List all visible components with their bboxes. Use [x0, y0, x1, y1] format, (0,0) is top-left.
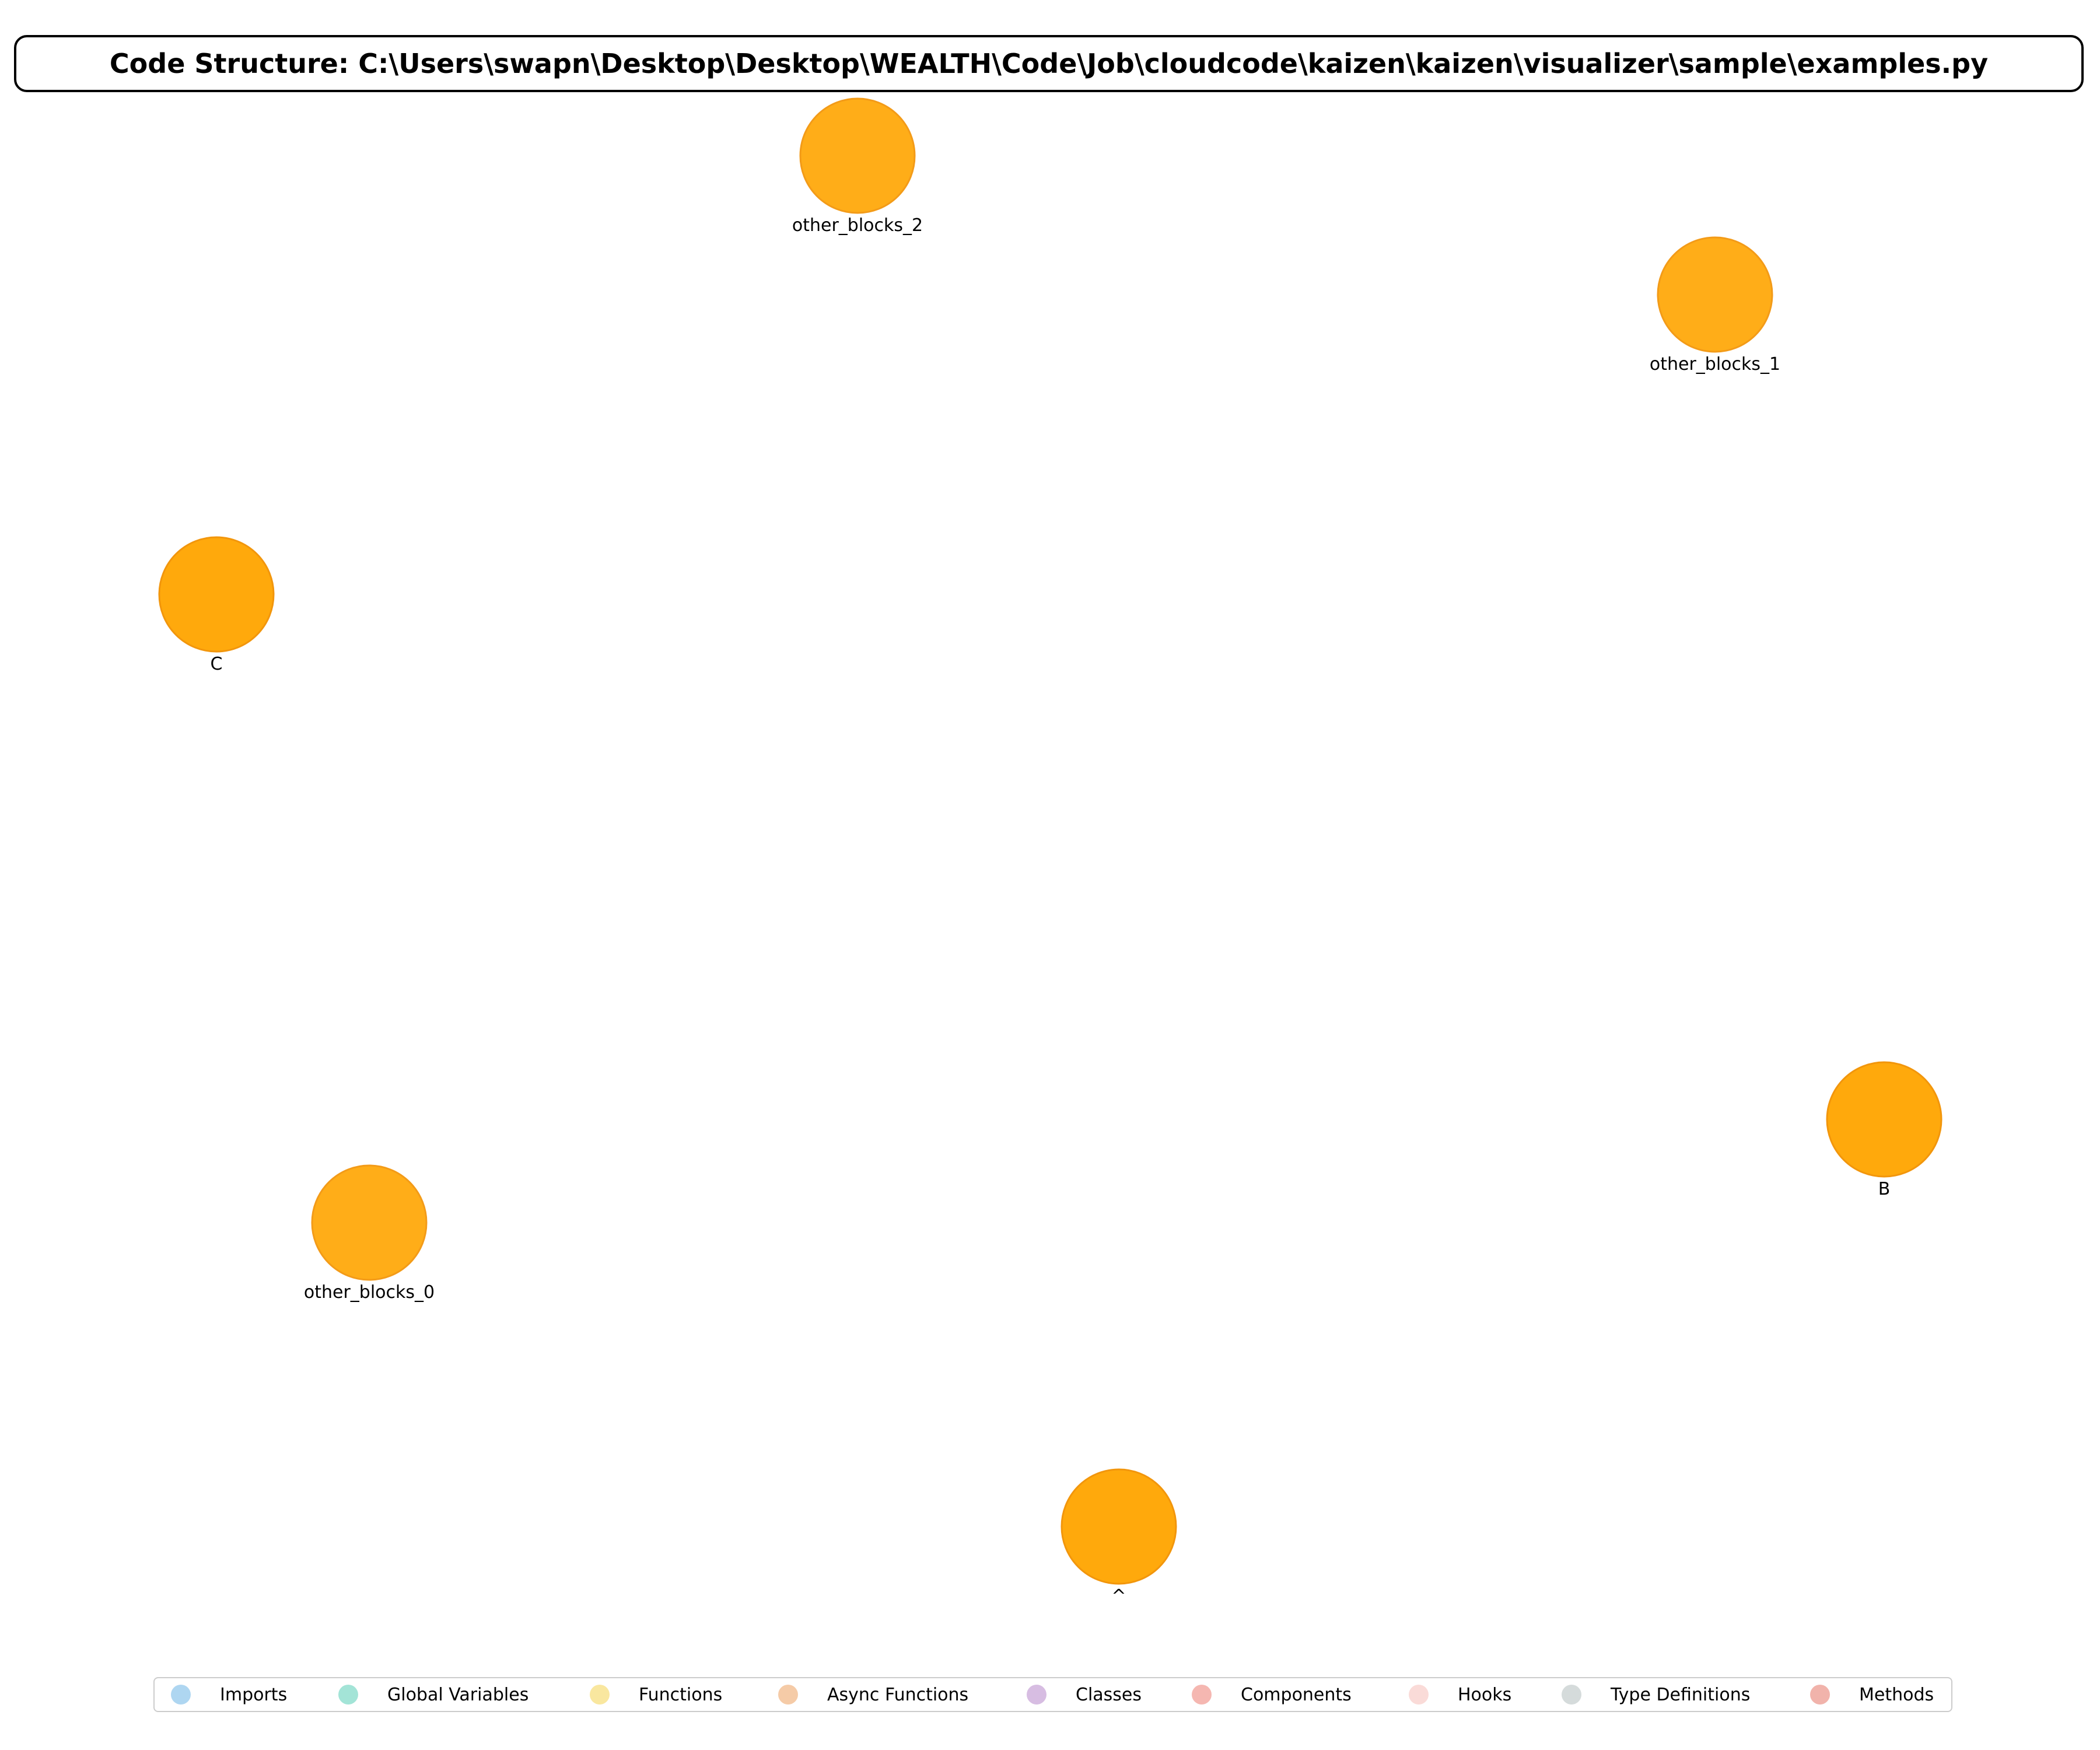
- legend-marker: [590, 1685, 610, 1704]
- node-label: ^: [1111, 1586, 1126, 1606]
- legend-label: Methods: [1859, 1684, 1934, 1705]
- node-circle: [799, 97, 916, 214]
- legend-label: Type Definitions: [1611, 1684, 1751, 1705]
- legend-marker: [1027, 1685, 1046, 1704]
- legend-marker: [338, 1685, 358, 1704]
- node-circle: [1657, 236, 1773, 353]
- node-label: other_blocks_1: [1650, 354, 1780, 374]
- node-circle: [311, 1164, 428, 1281]
- legend-label: Imports: [220, 1684, 288, 1705]
- node-circle: [158, 536, 275, 653]
- node-other-blocks-0: other_blocks_0: [304, 1164, 435, 1303]
- legend-item-type-definitions: Type Definitions: [1562, 1678, 1750, 1711]
- legend-item-classes: Classes: [1027, 1678, 1142, 1711]
- legend-item-async-functions: Async Functions: [778, 1678, 968, 1711]
- legend-item-imports: Imports: [171, 1678, 287, 1711]
- node-label: B: [1878, 1179, 1891, 1199]
- legend-item-global-variables: Global Variables: [338, 1678, 528, 1711]
- legend-marker: [778, 1685, 798, 1704]
- diagram-title: Code Structure: C:\Users\swapn\Desktop\D…: [14, 35, 2084, 92]
- node-circle: [1826, 1061, 1943, 1178]
- node-label: C: [211, 654, 223, 674]
- node-circle: [1060, 1468, 1177, 1585]
- legend-item-components: Components: [1192, 1678, 1352, 1711]
- legend-label: Components: [1241, 1684, 1352, 1705]
- legend-label: Functions: [639, 1684, 723, 1705]
- legend: Imports Global Variables Functions Async…: [153, 1677, 1952, 1712]
- legend-item-hooks: Hooks: [1409, 1678, 1511, 1711]
- node-label: other_blocks_0: [304, 1282, 435, 1303]
- legend-label: Global Variables: [387, 1684, 529, 1705]
- legend-marker: [171, 1685, 191, 1704]
- legend-marker: [1409, 1685, 1429, 1704]
- node-other-blocks-1: other_blocks_1: [1650, 236, 1780, 374]
- legend-item-functions: Functions: [590, 1678, 722, 1711]
- legend-label: Async Functions: [827, 1684, 969, 1705]
- legend-label: Hooks: [1458, 1684, 1512, 1705]
- legend-label: Classes: [1076, 1684, 1142, 1705]
- node-label: other_blocks_2: [792, 215, 923, 236]
- node-caret: ^: [1060, 1468, 1177, 1606]
- node-other-blocks-2: other_blocks_2: [792, 97, 923, 236]
- node-c: C: [158, 536, 275, 674]
- legend-marker: [1810, 1685, 1830, 1704]
- legend-marker: [1562, 1685, 1581, 1704]
- legend-item-methods: Methods: [1810, 1678, 1934, 1711]
- legend-marker: [1192, 1685, 1212, 1704]
- node-b: B: [1826, 1061, 1943, 1199]
